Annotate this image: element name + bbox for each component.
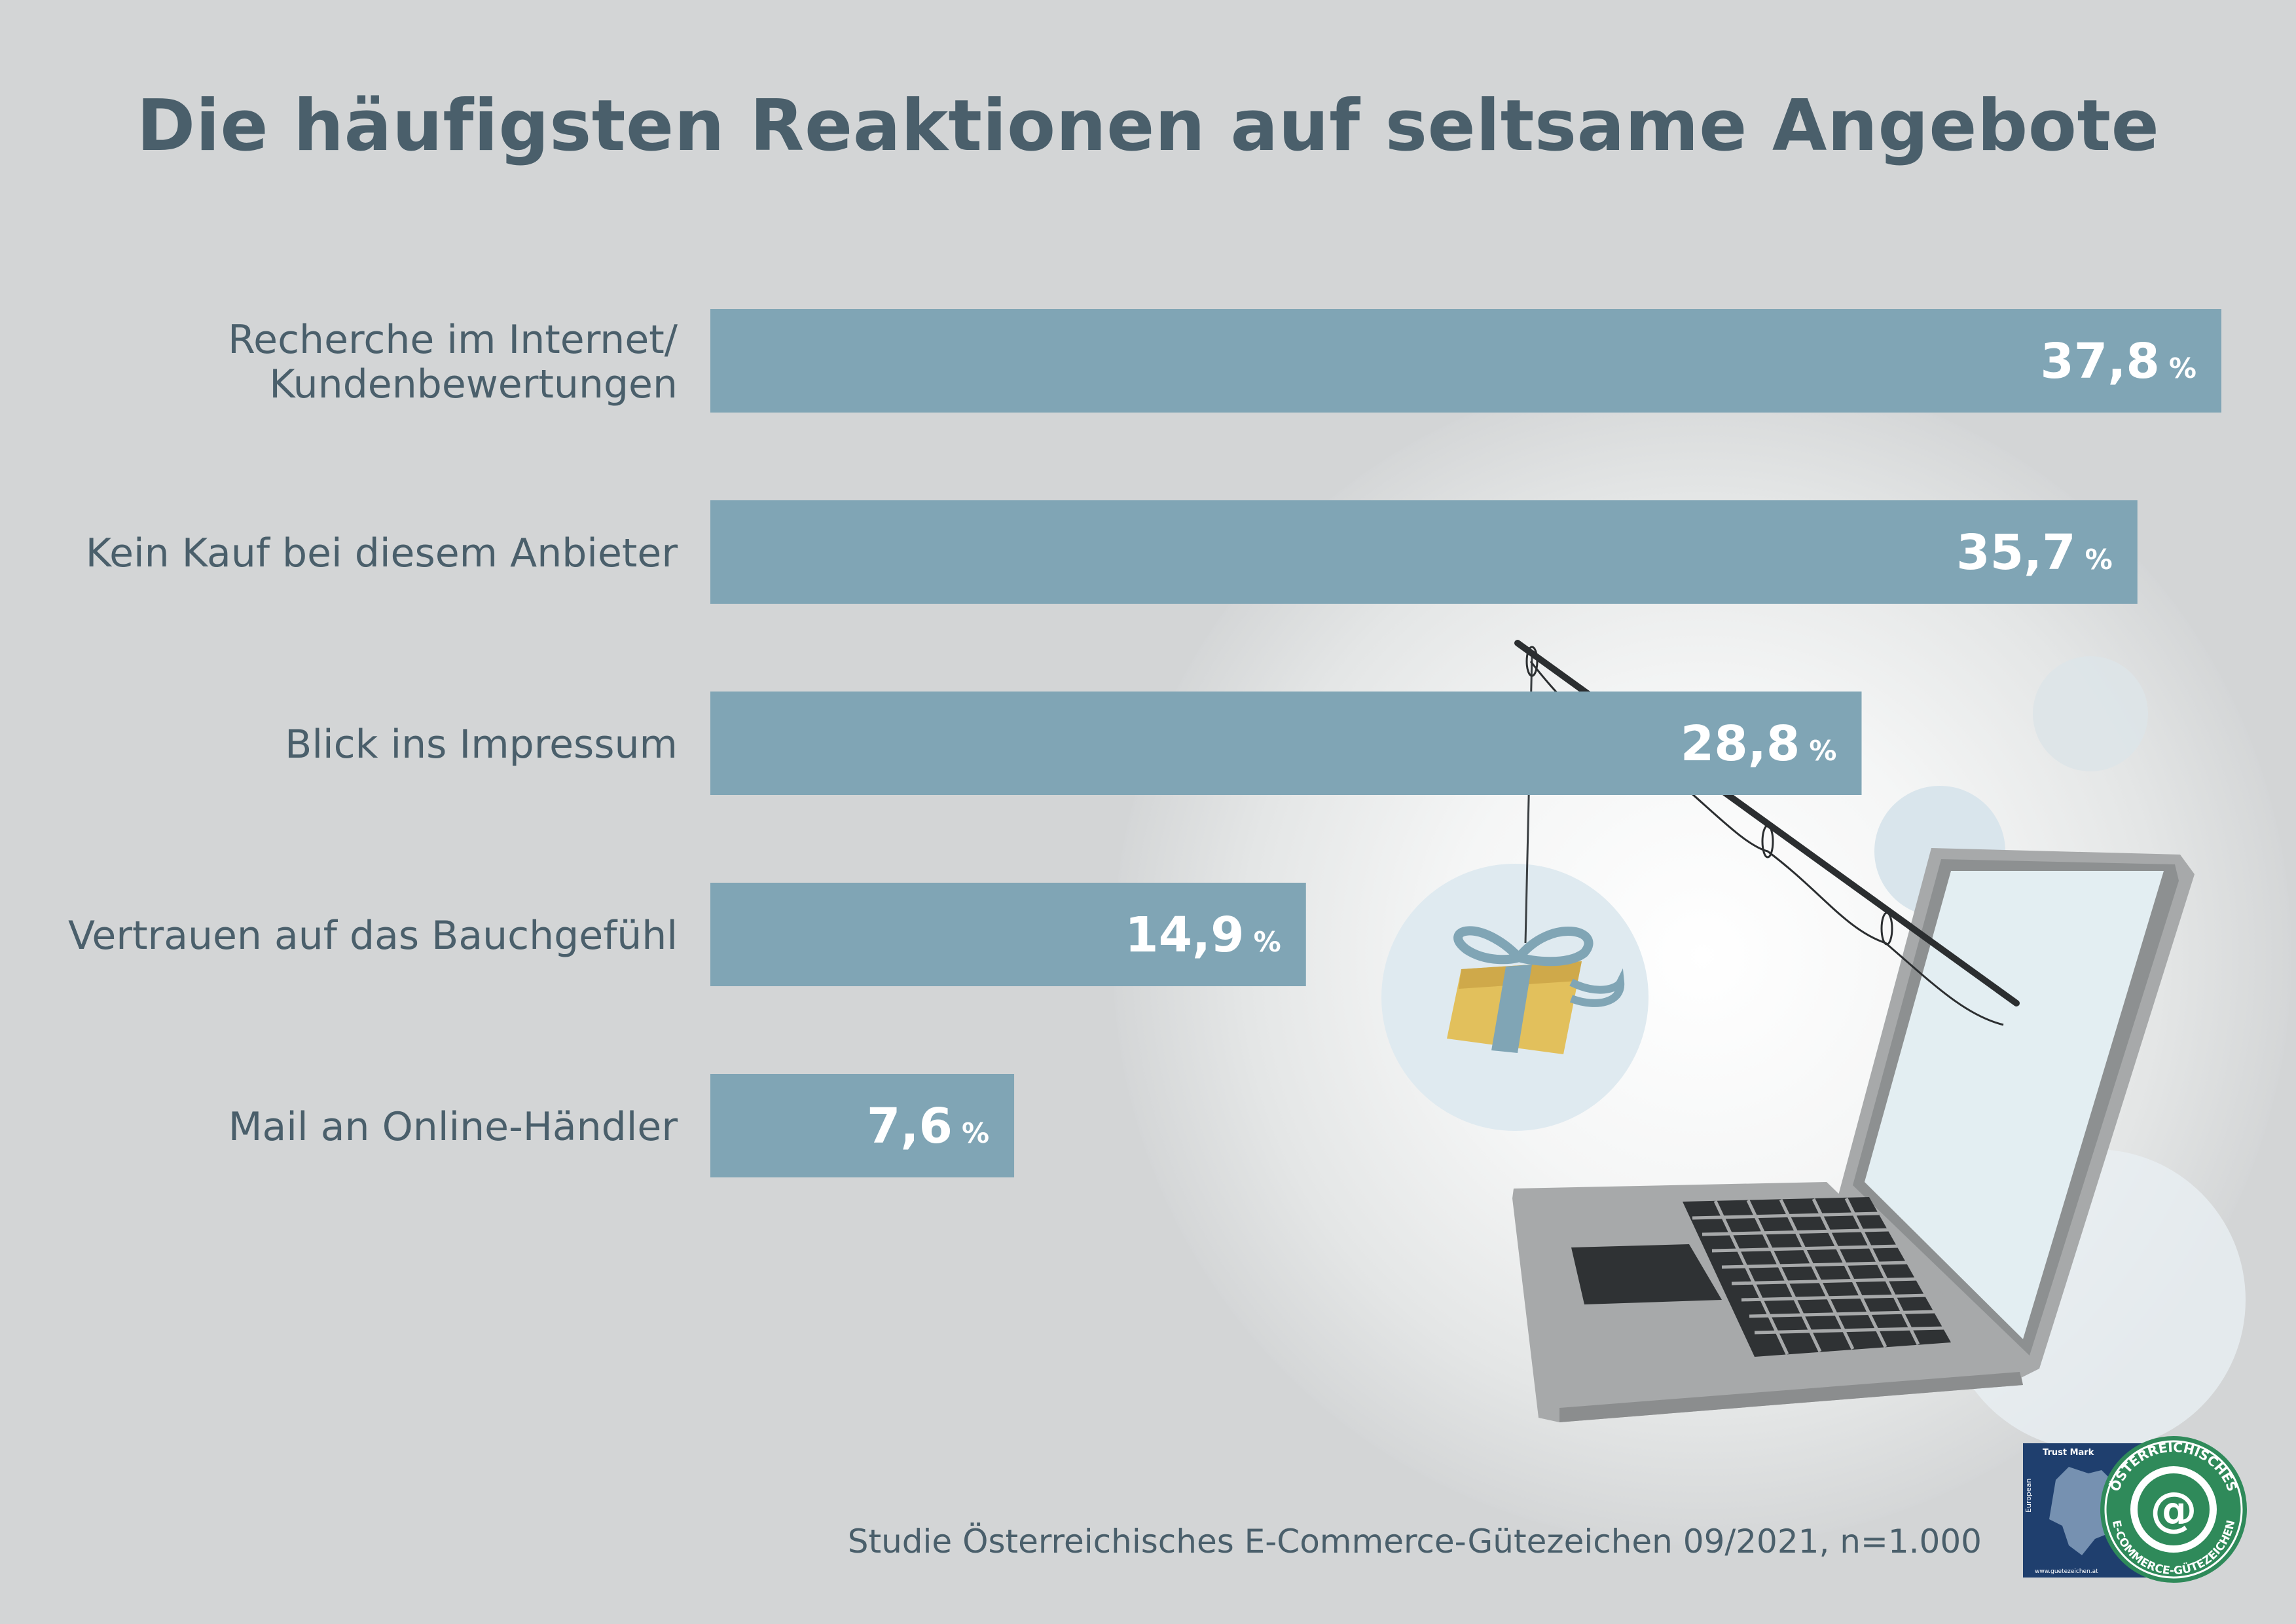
seal-symbol: @ (2150, 1482, 2197, 1537)
category-label: Blick ins Impressum (285, 722, 678, 767)
trust-mark-seal-icon: Trust Mark European www.guetezeichen.at … (2023, 1436, 2247, 1583)
seal-ring (2104, 1440, 2243, 1579)
bar (710, 883, 1306, 986)
data-label: 14,9% (1125, 907, 1281, 963)
data-label: 28,8% (1681, 716, 1837, 772)
laptop-touchpad (1571, 1244, 1722, 1304)
category-label: Kein Kauf bei diesem Anbieter (86, 530, 678, 576)
data-label: 7,6% (867, 1098, 989, 1154)
data-label: 37,8% (2040, 333, 2196, 390)
european-label: European (2024, 1479, 2033, 1513)
bar (710, 500, 2138, 604)
bubble (2033, 656, 2148, 771)
trust-mark-label: Trust Mark (2043, 1448, 2094, 1458)
trust-mark-url: www.guetezeichen.at (2035, 1568, 2098, 1575)
category-label: Vertrauen auf das Bauchgefühl (68, 913, 678, 959)
bar (710, 692, 1862, 795)
category-label: Recherche im Internet/ (228, 317, 678, 363)
seal-core (2138, 1473, 2210, 1545)
chart-title: Die häufigsten Reaktionen auf seltsame A… (136, 85, 2160, 167)
bar (710, 1074, 1015, 1177)
source-note: Studie Österreichisches E-Commerce-Gütez… (847, 1522, 1982, 1560)
category-label: Mail an Online-Händler (228, 1104, 678, 1150)
category-label: Kundenbewertungen (269, 361, 678, 407)
bar (710, 309, 2221, 413)
gift-icon (1447, 926, 1625, 1054)
data-label: 35,7% (1956, 525, 2113, 581)
